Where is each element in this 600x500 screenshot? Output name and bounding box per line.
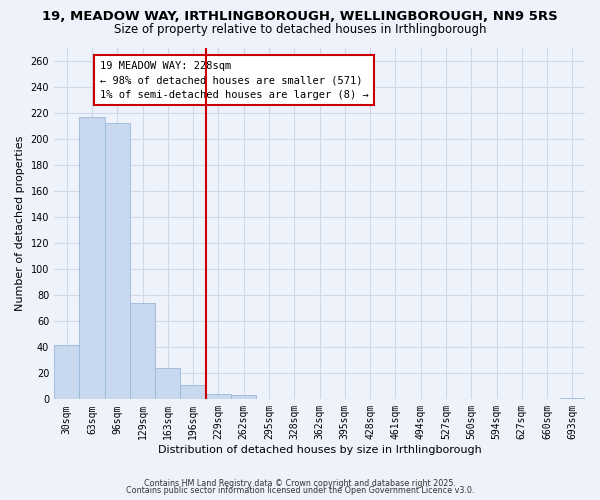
Text: Size of property relative to detached houses in Irthlingborough: Size of property relative to detached ho… — [114, 22, 486, 36]
Text: 19 MEADOW WAY: 228sqm
← 98% of detached houses are smaller (571)
1% of semi-deta: 19 MEADOW WAY: 228sqm ← 98% of detached … — [100, 60, 368, 100]
Bar — [206, 394, 231, 400]
Bar — [155, 368, 181, 400]
Bar — [560, 398, 585, 400]
Text: Contains HM Land Registry data © Crown copyright and database right 2025.: Contains HM Land Registry data © Crown c… — [144, 478, 456, 488]
Bar — [54, 344, 79, 400]
Y-axis label: Number of detached properties: Number of detached properties — [15, 136, 25, 311]
Bar — [231, 396, 256, 400]
X-axis label: Distribution of detached houses by size in Irthlingborough: Distribution of detached houses by size … — [158, 445, 481, 455]
Text: Contains public sector information licensed under the Open Government Licence v3: Contains public sector information licen… — [126, 486, 474, 495]
Text: 19, MEADOW WAY, IRTHLINGBOROUGH, WELLINGBOROUGH, NN9 5RS: 19, MEADOW WAY, IRTHLINGBOROUGH, WELLING… — [42, 10, 558, 23]
Bar — [130, 303, 155, 400]
Bar — [181, 385, 206, 400]
Bar — [79, 116, 104, 400]
Bar — [104, 123, 130, 400]
